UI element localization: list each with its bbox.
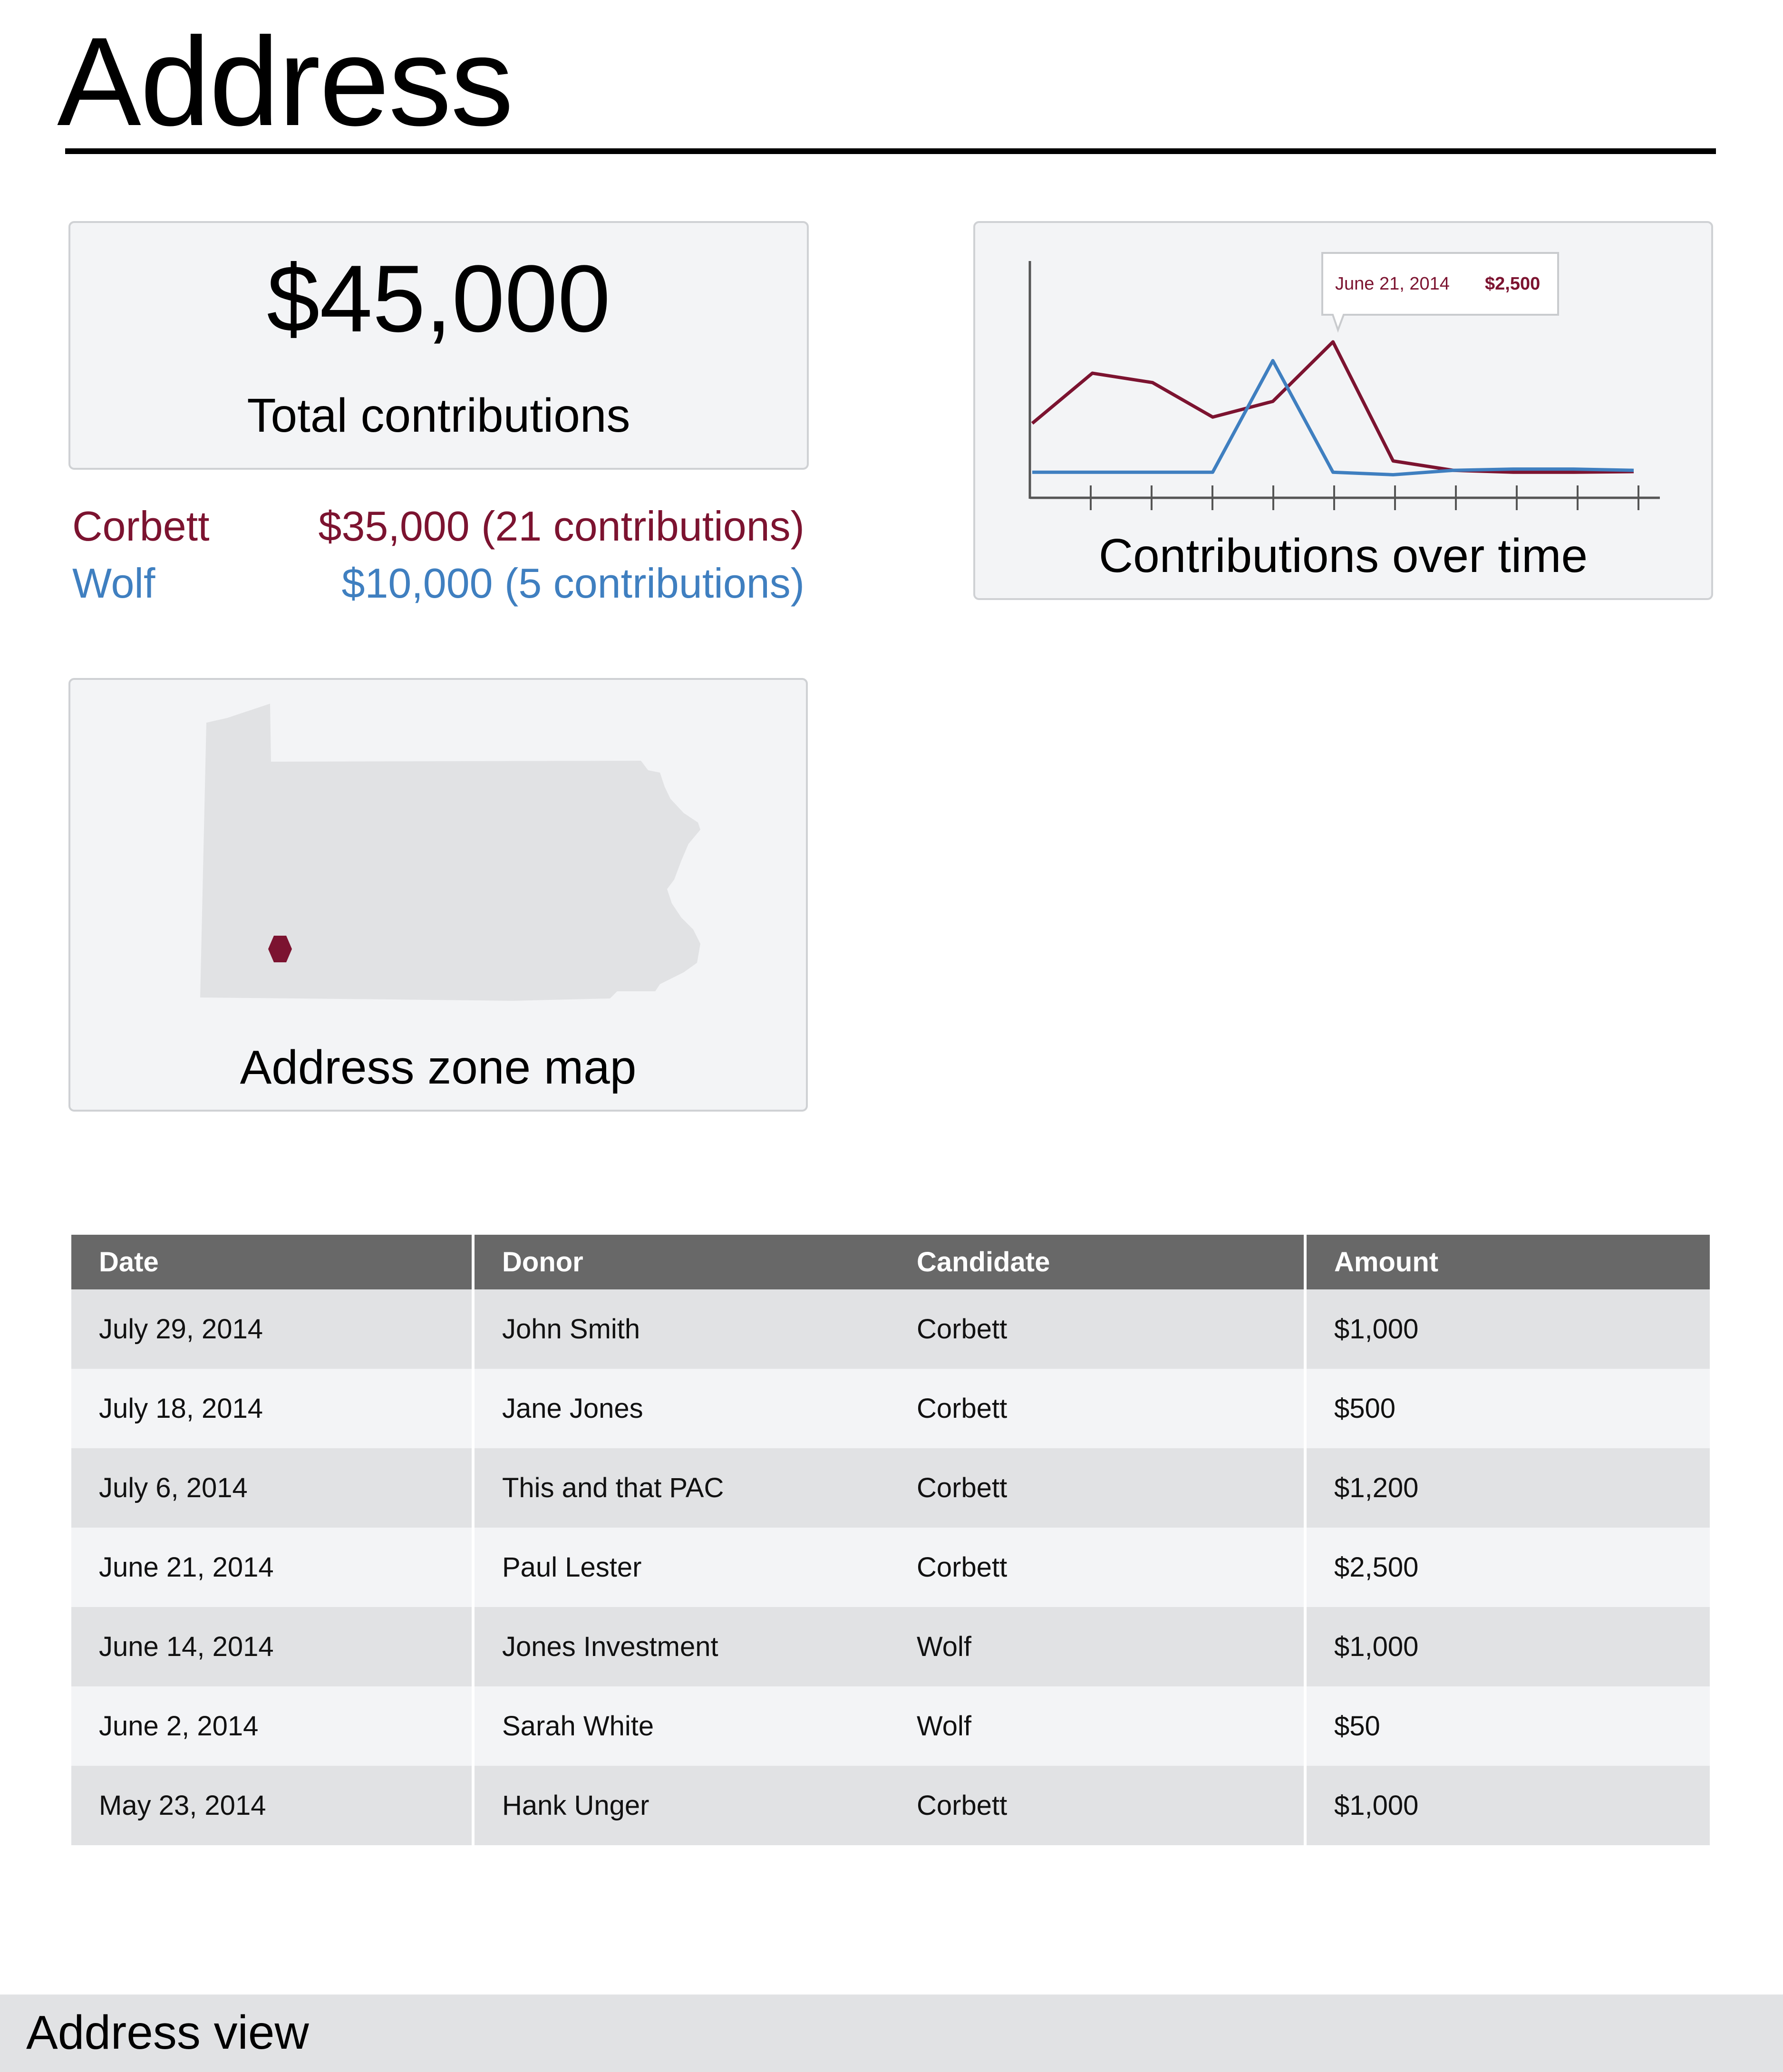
cell-candidate: Corbett — [889, 1766, 1307, 1845]
table-row[interactable]: July 6, 2014 This and that PAC Corbett $… — [71, 1448, 1710, 1528]
table-row[interactable]: June 21, 2014 Paul Lester Corbett $2,500 — [71, 1528, 1710, 1607]
cell-date: June 21, 2014 — [71, 1528, 475, 1607]
cell-candidate: Corbett — [889, 1528, 1307, 1607]
cell-date: May 23, 2014 — [71, 1766, 475, 1845]
cell-date: July 29, 2014 — [71, 1289, 475, 1369]
pennsylvania-map[interactable] — [70, 680, 806, 1041]
candidate-amount: $35,000 (21 contributions) — [318, 503, 804, 550]
cell-date: July 6, 2014 — [71, 1448, 475, 1528]
cell-donor: Paul Lester — [473, 1528, 889, 1607]
tooltip-value: $2,500 — [1485, 274, 1540, 294]
title-divider — [65, 148, 1716, 154]
cell-donor: Jane Jones — [473, 1369, 889, 1448]
series-line-corbett[interactable] — [1031, 340, 1634, 474]
cell-donor: This and that PAC — [473, 1448, 889, 1528]
cell-amount: $1,200 — [1305, 1448, 1710, 1528]
address-zone-map-card[interactable]: Address zone map — [68, 678, 808, 1112]
candidate-amount: $10,000 (5 contributions) — [341, 560, 805, 607]
table-row[interactable]: July 29, 2014 John Smith Corbett $1,000 — [71, 1289, 1710, 1369]
state-region — [200, 704, 700, 1001]
x-axis-ticks — [1090, 485, 1639, 510]
series-line-wolf[interactable] — [1032, 359, 1634, 476]
contributions-line-chart[interactable]: June 21, 2014 $2,500 — [975, 223, 1711, 527]
cell-candidate: Corbett — [889, 1448, 1307, 1528]
table-row[interactable]: June 14, 2014 Jones Investment Wolf $1,0… — [71, 1607, 1710, 1686]
column-header-date[interactable]: Date — [71, 1235, 475, 1289]
column-header-candidate[interactable]: Candidate — [889, 1235, 1307, 1289]
candidate-summary-wolf: Wolf $10,000 (5 contributions) — [72, 562, 804, 604]
candidate-name: Wolf — [72, 560, 155, 607]
chart-caption: Contributions over time — [1098, 529, 1588, 582]
cell-candidate: Wolf — [889, 1686, 1307, 1766]
cell-donor: Hank Unger — [473, 1766, 889, 1845]
candidate-name: Corbett — [72, 503, 210, 550]
tooltip-date: June 21, 2014 — [1335, 274, 1450, 294]
cell-amount: $50 — [1305, 1686, 1710, 1766]
view-label: Address view — [26, 2006, 309, 2059]
cell-amount: $1,000 — [1305, 1766, 1710, 1845]
total-amount: $45,000 — [267, 246, 610, 352]
chart-tooltip: June 21, 2014 $2,500 — [1321, 252, 1559, 333]
table-header-row: Date Donor Candidate Amount — [71, 1235, 1710, 1289]
cell-donor: John Smith — [473, 1289, 889, 1369]
cell-date: June 14, 2014 — [71, 1607, 475, 1686]
cell-amount: $1,000 — [1305, 1607, 1710, 1686]
cell-candidate: Corbett — [889, 1369, 1307, 1448]
contributions-chart-card[interactable]: June 21, 2014 $2,500 Contributions over … — [973, 221, 1713, 600]
map-caption: Address zone map — [240, 1041, 637, 1094]
cell-amount: $500 — [1305, 1369, 1710, 1448]
table-row[interactable]: May 23, 2014 Hank Unger Corbett $1,000 — [71, 1766, 1710, 1845]
cell-donor: Jones Investment — [473, 1607, 889, 1686]
cell-amount: $2,500 — [1305, 1528, 1710, 1607]
cell-donor: Sarah White — [473, 1686, 889, 1766]
cell-candidate: Corbett — [889, 1289, 1307, 1369]
table-row[interactable]: June 2, 2014 Sarah White Wolf $50 — [71, 1686, 1710, 1766]
total-contributions-card: $45,000 Total contributions — [68, 221, 809, 470]
column-header-donor[interactable]: Donor — [473, 1235, 889, 1289]
table-row[interactable]: July 18, 2014 Jane Jones Corbett $500 — [71, 1369, 1710, 1448]
cell-date: June 2, 2014 — [71, 1686, 475, 1766]
view-label-bar: Address view — [0, 1995, 1783, 2072]
page-title: Address — [57, 11, 514, 152]
cell-candidate: Wolf — [889, 1607, 1307, 1686]
total-label: Total contributions — [247, 389, 630, 442]
contributions-table: Date Donor Candidate Amount July 29, 201… — [71, 1235, 1710, 1845]
cell-date: July 18, 2014 — [71, 1369, 475, 1448]
column-header-amount[interactable]: Amount — [1305, 1235, 1710, 1289]
candidate-summary-corbett: Corbett $35,000 (21 contributions) — [72, 505, 804, 547]
cell-amount: $1,000 — [1305, 1289, 1710, 1369]
address-marker-icon[interactable] — [268, 936, 292, 962]
